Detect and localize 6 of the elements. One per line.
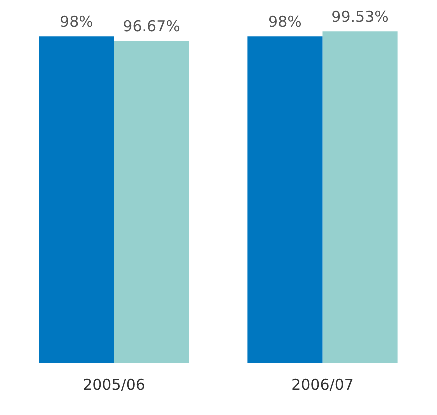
x-tick-label: 2005/06 [83,376,146,394]
data-label: 98% [60,13,94,32]
x-tick-label: 2006/07 [292,376,354,394]
data-label: 99.53% [332,8,389,26]
data-label: 98% [268,13,302,32]
data-label: 96.67% [123,17,180,36]
